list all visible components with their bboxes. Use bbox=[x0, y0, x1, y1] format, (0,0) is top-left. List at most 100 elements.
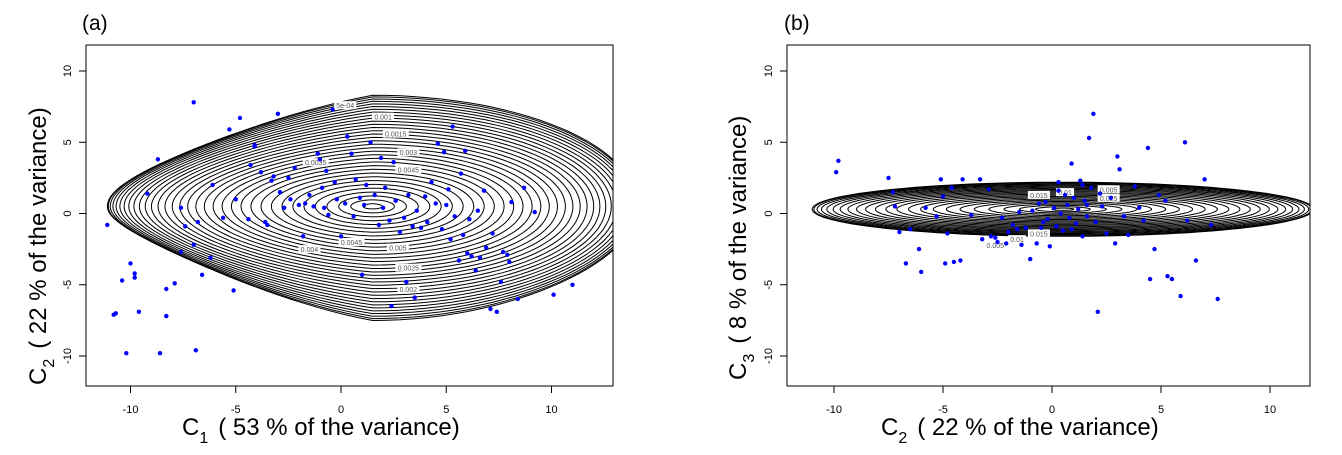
data-point bbox=[193, 348, 198, 353]
contour-line bbox=[847, 187, 1279, 231]
data-point bbox=[435, 141, 440, 146]
data-point bbox=[324, 168, 329, 173]
data-point bbox=[1104, 231, 1109, 236]
contour-label: 0.001 bbox=[374, 115, 392, 122]
panel-b-label: (b) bbox=[784, 12, 810, 35]
data-point bbox=[423, 194, 428, 199]
contour-label: 0.0015 bbox=[385, 132, 407, 139]
contour-label: 0.015 bbox=[1030, 193, 1048, 200]
data-point bbox=[456, 258, 462, 263]
data-point bbox=[463, 148, 468, 153]
contour-label: 0.0035 bbox=[305, 160, 327, 167]
panel-b-contours bbox=[811, 181, 1310, 237]
data-point bbox=[1067, 215, 1072, 220]
data-point bbox=[210, 182, 215, 188]
data-point bbox=[460, 232, 466, 238]
data-point bbox=[1147, 276, 1153, 282]
contour-label-bg bbox=[382, 129, 409, 138]
data-point bbox=[136, 309, 142, 314]
contour-line bbox=[128, 111, 613, 303]
data-point bbox=[1047, 244, 1053, 249]
contour-line bbox=[1051, 207, 1075, 211]
data-point bbox=[1097, 191, 1103, 196]
data-point bbox=[897, 229, 902, 235]
contour-line bbox=[292, 180, 453, 233]
data-point bbox=[132, 275, 137, 280]
data-point bbox=[401, 215, 407, 220]
data-point bbox=[505, 252, 510, 257]
data-point bbox=[1141, 218, 1146, 223]
contour-label-bg bbox=[984, 240, 1007, 249]
contour-line bbox=[920, 195, 1206, 223]
contour-label-bg bbox=[397, 285, 420, 294]
contour-line bbox=[855, 189, 1270, 230]
data-point bbox=[1165, 274, 1170, 279]
panel-a-y-axis-title-rest: ( 22 % of the variance) bbox=[25, 107, 52, 348]
panel-a-y-axis-title-sub: 2 bbox=[41, 359, 58, 368]
data-point bbox=[404, 279, 409, 285]
x-tick-label: -10 bbox=[826, 404, 842, 416]
data-point bbox=[368, 140, 373, 145]
contour-line bbox=[907, 194, 1218, 224]
data-point bbox=[958, 258, 963, 263]
data-point bbox=[1069, 161, 1074, 166]
data-point bbox=[834, 170, 839, 175]
contour-line bbox=[115, 103, 613, 312]
data-point bbox=[172, 281, 177, 286]
contour-label-bg bbox=[338, 238, 365, 246]
data-point bbox=[231, 288, 236, 293]
data-point bbox=[1099, 204, 1105, 209]
data-point bbox=[439, 227, 445, 232]
y-tick-label: -5 bbox=[763, 280, 775, 290]
data-point bbox=[903, 261, 909, 266]
contour-line bbox=[109, 98, 613, 317]
contour-label: 0.002 bbox=[400, 287, 418, 294]
data-point bbox=[372, 192, 377, 198]
contour-line bbox=[820, 183, 1305, 235]
y-tick-label: 5 bbox=[763, 139, 775, 145]
data-point bbox=[227, 127, 232, 132]
data-point bbox=[1108, 195, 1114, 200]
contour-line bbox=[106, 94, 613, 322]
y-tick-label: -5 bbox=[62, 280, 74, 290]
contour-line bbox=[164, 130, 581, 283]
contour-label-bg bbox=[298, 245, 321, 254]
data-point bbox=[364, 182, 369, 188]
data-point bbox=[199, 272, 205, 277]
contour-label-bg bbox=[372, 112, 395, 121]
contour-label: 0.015 bbox=[1030, 231, 1048, 238]
data-point bbox=[1045, 217, 1050, 222]
data-point bbox=[1113, 241, 1118, 246]
data-point bbox=[410, 224, 415, 229]
data-point bbox=[208, 255, 213, 260]
panel-a-plot-frame bbox=[85, 44, 614, 387]
contour-line bbox=[813, 182, 1310, 237]
data-point bbox=[433, 201, 438, 206]
data-point bbox=[119, 278, 125, 283]
panel-a-y-axis-title: C2 ( 22 % of the variance) bbox=[25, 107, 58, 385]
data-point bbox=[1054, 224, 1059, 229]
data-point bbox=[1169, 276, 1175, 282]
data-point bbox=[178, 249, 184, 255]
data-point bbox=[1014, 227, 1020, 232]
panel-b-y-axis-title-sub: 3 bbox=[741, 354, 758, 363]
panel-b-x-axis-title-sub: 2 bbox=[898, 430, 907, 447]
data-point bbox=[296, 202, 302, 208]
data-point bbox=[892, 204, 898, 209]
contour-label-bg bbox=[397, 148, 420, 157]
data-point bbox=[292, 165, 297, 171]
data-point bbox=[908, 227, 913, 232]
contour-line bbox=[150, 123, 595, 290]
data-point bbox=[934, 214, 939, 219]
data-point bbox=[1156, 192, 1162, 198]
contour-label: 0.005 bbox=[389, 246, 407, 253]
data-point bbox=[450, 124, 455, 129]
data-point bbox=[1017, 209, 1022, 215]
data-point bbox=[494, 309, 499, 314]
data-point bbox=[425, 219, 430, 225]
data-point bbox=[940, 194, 946, 199]
data-point bbox=[288, 197, 293, 202]
data-point bbox=[1078, 178, 1083, 183]
